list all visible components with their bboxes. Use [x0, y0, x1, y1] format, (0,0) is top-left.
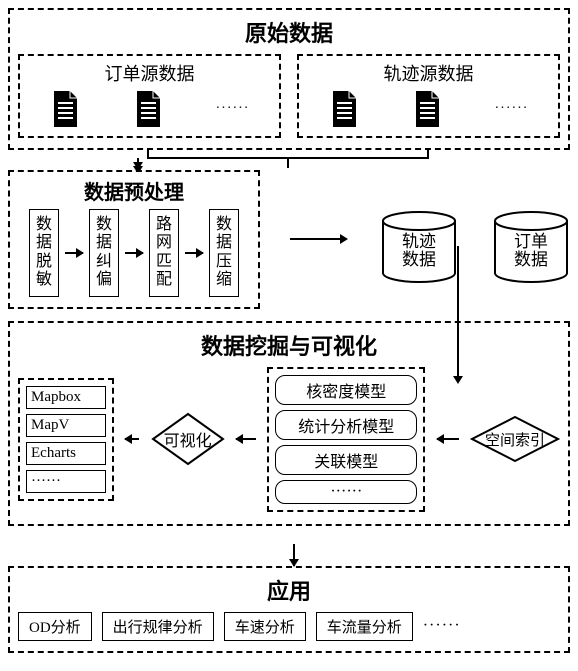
- connector-mining-to-app: [8, 544, 570, 566]
- app-title: 应用: [18, 574, 560, 606]
- traj-files: ······: [309, 90, 548, 128]
- model-item: 关联模型: [275, 445, 417, 475]
- raw-data-section: 原始数据 订单源数据 ······ 轨迹源数据 ······: [8, 8, 570, 150]
- file-icon: [412, 90, 442, 128]
- file-icon: [329, 90, 359, 128]
- file-icon: [50, 90, 80, 128]
- model-item: 统计分析模型: [275, 410, 417, 440]
- arrow-icon: [125, 252, 143, 254]
- db-order: 订单 数据: [492, 211, 570, 288]
- tool-item: Mapbox: [26, 386, 106, 409]
- index-diamond: 空间索引: [470, 415, 560, 463]
- order-src-group: 订单源数据 ······: [18, 54, 281, 138]
- preprocess-box: 数据预处理 数据脱敏 数据纠偏 路网匹配 数据压缩: [8, 170, 260, 309]
- db-row: 轨迹 数据 订单 数据: [380, 211, 570, 288]
- mining-body: Mapbox MapV Echarts ······ 可视化 核密度模型 统计分…: [18, 367, 560, 512]
- vis-diamond: 可视化: [151, 412, 225, 466]
- db-traj: 轨迹 数据: [380, 211, 458, 288]
- raw-groups: 订单源数据 ······ 轨迹源数据 ······: [18, 54, 560, 138]
- db-order-label: 订单 数据: [492, 233, 570, 269]
- index-label: 空间索引: [470, 415, 560, 463]
- raw-title: 原始数据: [18, 16, 560, 48]
- preprocess-steps: 数据脱敏 数据纠偏 路网匹配 数据压缩: [18, 209, 250, 297]
- connector-preprocess-to-db: [290, 209, 350, 269]
- step-1: 数据脱敏: [29, 209, 59, 297]
- app-section: 应用 OD分析 出行规律分析 车速分析 车流量分析 ······: [8, 566, 570, 653]
- file-icon: [133, 90, 163, 128]
- ellipsis: ······: [216, 101, 250, 117]
- order-files: ······: [30, 90, 269, 128]
- mining-section: 数据挖掘与可视化 Mapbox MapV Echarts ······ 可视化 …: [8, 321, 570, 526]
- connector-raw-to-preprocess: [8, 150, 570, 172]
- arrow-icon: [236, 438, 256, 440]
- order-src-title: 订单源数据: [30, 60, 269, 86]
- vis-label: 可视化: [151, 412, 225, 466]
- tool-stack: Mapbox MapV Echarts ······: [18, 378, 114, 501]
- step-4: 数据压缩: [209, 209, 239, 297]
- traj-src-title: 轨迹源数据: [309, 60, 548, 86]
- tool-item: Echarts: [26, 442, 106, 465]
- arrow-icon: [65, 252, 83, 254]
- ellipsis: ······: [423, 617, 461, 635]
- preprocess-row: 数据预处理 数据脱敏 数据纠偏 路网匹配 数据压缩 轨迹 数据: [8, 170, 570, 309]
- model-item: ······: [275, 480, 417, 504]
- db-traj-label: 轨迹 数据: [380, 233, 458, 269]
- arrow-icon: [437, 438, 459, 440]
- tool-item: MapV: [26, 414, 106, 437]
- arrow-icon: [185, 252, 203, 254]
- step-2: 数据纠偏: [89, 209, 119, 297]
- tool-item: ······: [26, 470, 106, 493]
- preprocess-title: 数据预处理: [18, 176, 250, 205]
- traj-src-group: 轨迹源数据 ······: [297, 54, 560, 138]
- model-stack: 核密度模型 统计分析模型 关联模型 ······: [267, 367, 425, 512]
- model-item: 核密度模型: [275, 375, 417, 405]
- step-3: 路网匹配: [149, 209, 179, 297]
- arrow-icon: [125, 438, 139, 440]
- mining-title: 数据挖掘与可视化: [18, 329, 560, 361]
- ellipsis: ······: [495, 101, 529, 117]
